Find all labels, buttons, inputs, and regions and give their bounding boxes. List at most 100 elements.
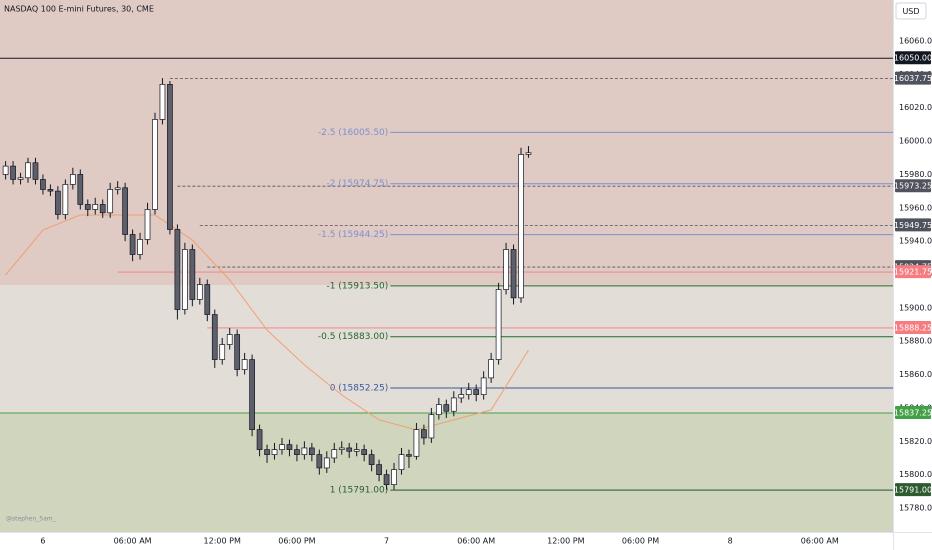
- candle-body: [137, 239, 143, 255]
- candle-body: [450, 397, 457, 412]
- y-tick-label: 16020.00: [899, 103, 932, 112]
- x-tick-label: 06:00 PM: [622, 537, 659, 546]
- price-tag-label: 16050.00: [894, 54, 932, 63]
- candle-body: [518, 154, 524, 299]
- candle-body: [323, 457, 330, 469]
- price-tag: [895, 483, 931, 497]
- candle-body: [398, 454, 405, 470]
- candle-body: [361, 449, 367, 455]
- price-tag-label: 16037.75: [894, 74, 932, 83]
- price-tag: [895, 179, 931, 193]
- x-tick-label: 12:00 PM: [547, 537, 584, 546]
- candle-body: [465, 389, 472, 395]
- candle-body: [92, 204, 99, 210]
- x-tick-label: 06:00 AM: [457, 537, 495, 546]
- candle-body: [473, 389, 480, 395]
- candle-body: [77, 174, 84, 205]
- candle-body: [443, 404, 450, 412]
- candle-body: [503, 249, 509, 290]
- candle-body: [25, 162, 31, 179]
- price-tag: [895, 218, 931, 232]
- price-tag-label: 15949.75: [894, 221, 932, 230]
- price-tag: [895, 320, 931, 334]
- candle-body: [211, 314, 218, 360]
- candle-body: [40, 179, 46, 190]
- candle-body: [174, 229, 181, 310]
- candle-body: [226, 334, 233, 345]
- fib-level-label: 0 (15852.25): [330, 383, 389, 393]
- x-tick-label: 6: [40, 537, 45, 546]
- candle-body: [241, 359, 248, 370]
- candle-body: [62, 184, 69, 215]
- y-tick-label: 15900.00: [899, 303, 932, 312]
- candle-body: [391, 469, 397, 485]
- candle-body: [316, 454, 323, 469]
- y-tick-label: 15800.00: [899, 470, 932, 479]
- candle-body: [301, 447, 308, 455]
- candle-body: [189, 249, 196, 300]
- candle-body: [346, 447, 353, 452]
- candle-body: [435, 404, 442, 415]
- fib-level-label: -2 (15974.75): [326, 179, 388, 189]
- candle-body: [2, 165, 9, 175]
- chart-title: NASDAQ 100 E-mini Futures, 30, CME: [4, 5, 154, 14]
- x-tick-label: 06:00 PM: [278, 537, 315, 546]
- candle-body: [480, 377, 487, 395]
- candle-body: [182, 249, 188, 310]
- watermark: @stephen_5am_: [6, 516, 57, 523]
- candle-body: [114, 187, 121, 190]
- candle-body: [122, 187, 128, 235]
- y-tick-label: 15960.00: [899, 203, 932, 212]
- candle-body: [271, 449, 278, 455]
- candle-body: [309, 447, 315, 455]
- candle-body: [421, 429, 427, 439]
- candle-body: [129, 234, 136, 255]
- zone: [0, 285, 893, 413]
- price-tag-label: 15837.25: [894, 409, 932, 418]
- candle-body: [47, 189, 54, 192]
- candle-body: [376, 464, 382, 475]
- y-tick-label: 15980.00: [899, 170, 932, 179]
- currency-label[interactable]: USD: [902, 7, 919, 16]
- y-tick-label: 16060.00: [899, 37, 932, 46]
- y-tick-label: 15780.00: [899, 503, 932, 512]
- currency-button[interactable]: [895, 2, 927, 20]
- candle-body: [256, 429, 263, 450]
- y-tick-label: 15880.00: [899, 337, 932, 346]
- price-tag-label: 15973.25: [894, 182, 932, 191]
- candle-body: [286, 444, 293, 450]
- fib-level-label: -2.5 (16005.50): [318, 128, 388, 138]
- candle-body: [264, 449, 270, 455]
- candle-body: [204, 284, 211, 315]
- price-tag: [895, 71, 931, 85]
- candle-body: [144, 209, 151, 240]
- candle-body: [99, 204, 106, 214]
- x-tick-label: 06:00 AM: [801, 537, 839, 546]
- candle-body: [383, 474, 390, 485]
- candle-body: [368, 454, 375, 465]
- candle-body: [458, 394, 465, 399]
- candle-body: [294, 449, 300, 455]
- candle-body: [32, 162, 39, 180]
- y-tick-label: 16000.00: [899, 137, 932, 146]
- candle-body: [55, 190, 61, 215]
- price-tag-label: 15921.75: [894, 268, 932, 277]
- moving-average: [5, 214, 529, 431]
- x-tick-label: 7: [384, 537, 389, 546]
- candle-body: [167, 84, 173, 230]
- price-tag-label: 15888.25: [894, 323, 932, 332]
- candle-body: [495, 289, 502, 360]
- x-tick-label: 8: [728, 537, 733, 546]
- fib-level-label: -1 (15913.50): [326, 281, 388, 291]
- candle-body: [69, 174, 76, 185]
- candle-body: [219, 344, 226, 360]
- candle-body: [196, 284, 203, 300]
- fib-level-label: 1 (15791.00): [330, 486, 389, 496]
- y-tick-label: 15820.00: [899, 437, 932, 446]
- candle-body: [406, 454, 412, 457]
- plot-area: @stephen_5am_ -2.5 (16005.50) -2 (15974.75…: [0, 0, 893, 532]
- x-tick-label: 06:00 AM: [114, 537, 152, 546]
- zone: [0, 412, 893, 532]
- candle-body: [353, 449, 360, 452]
